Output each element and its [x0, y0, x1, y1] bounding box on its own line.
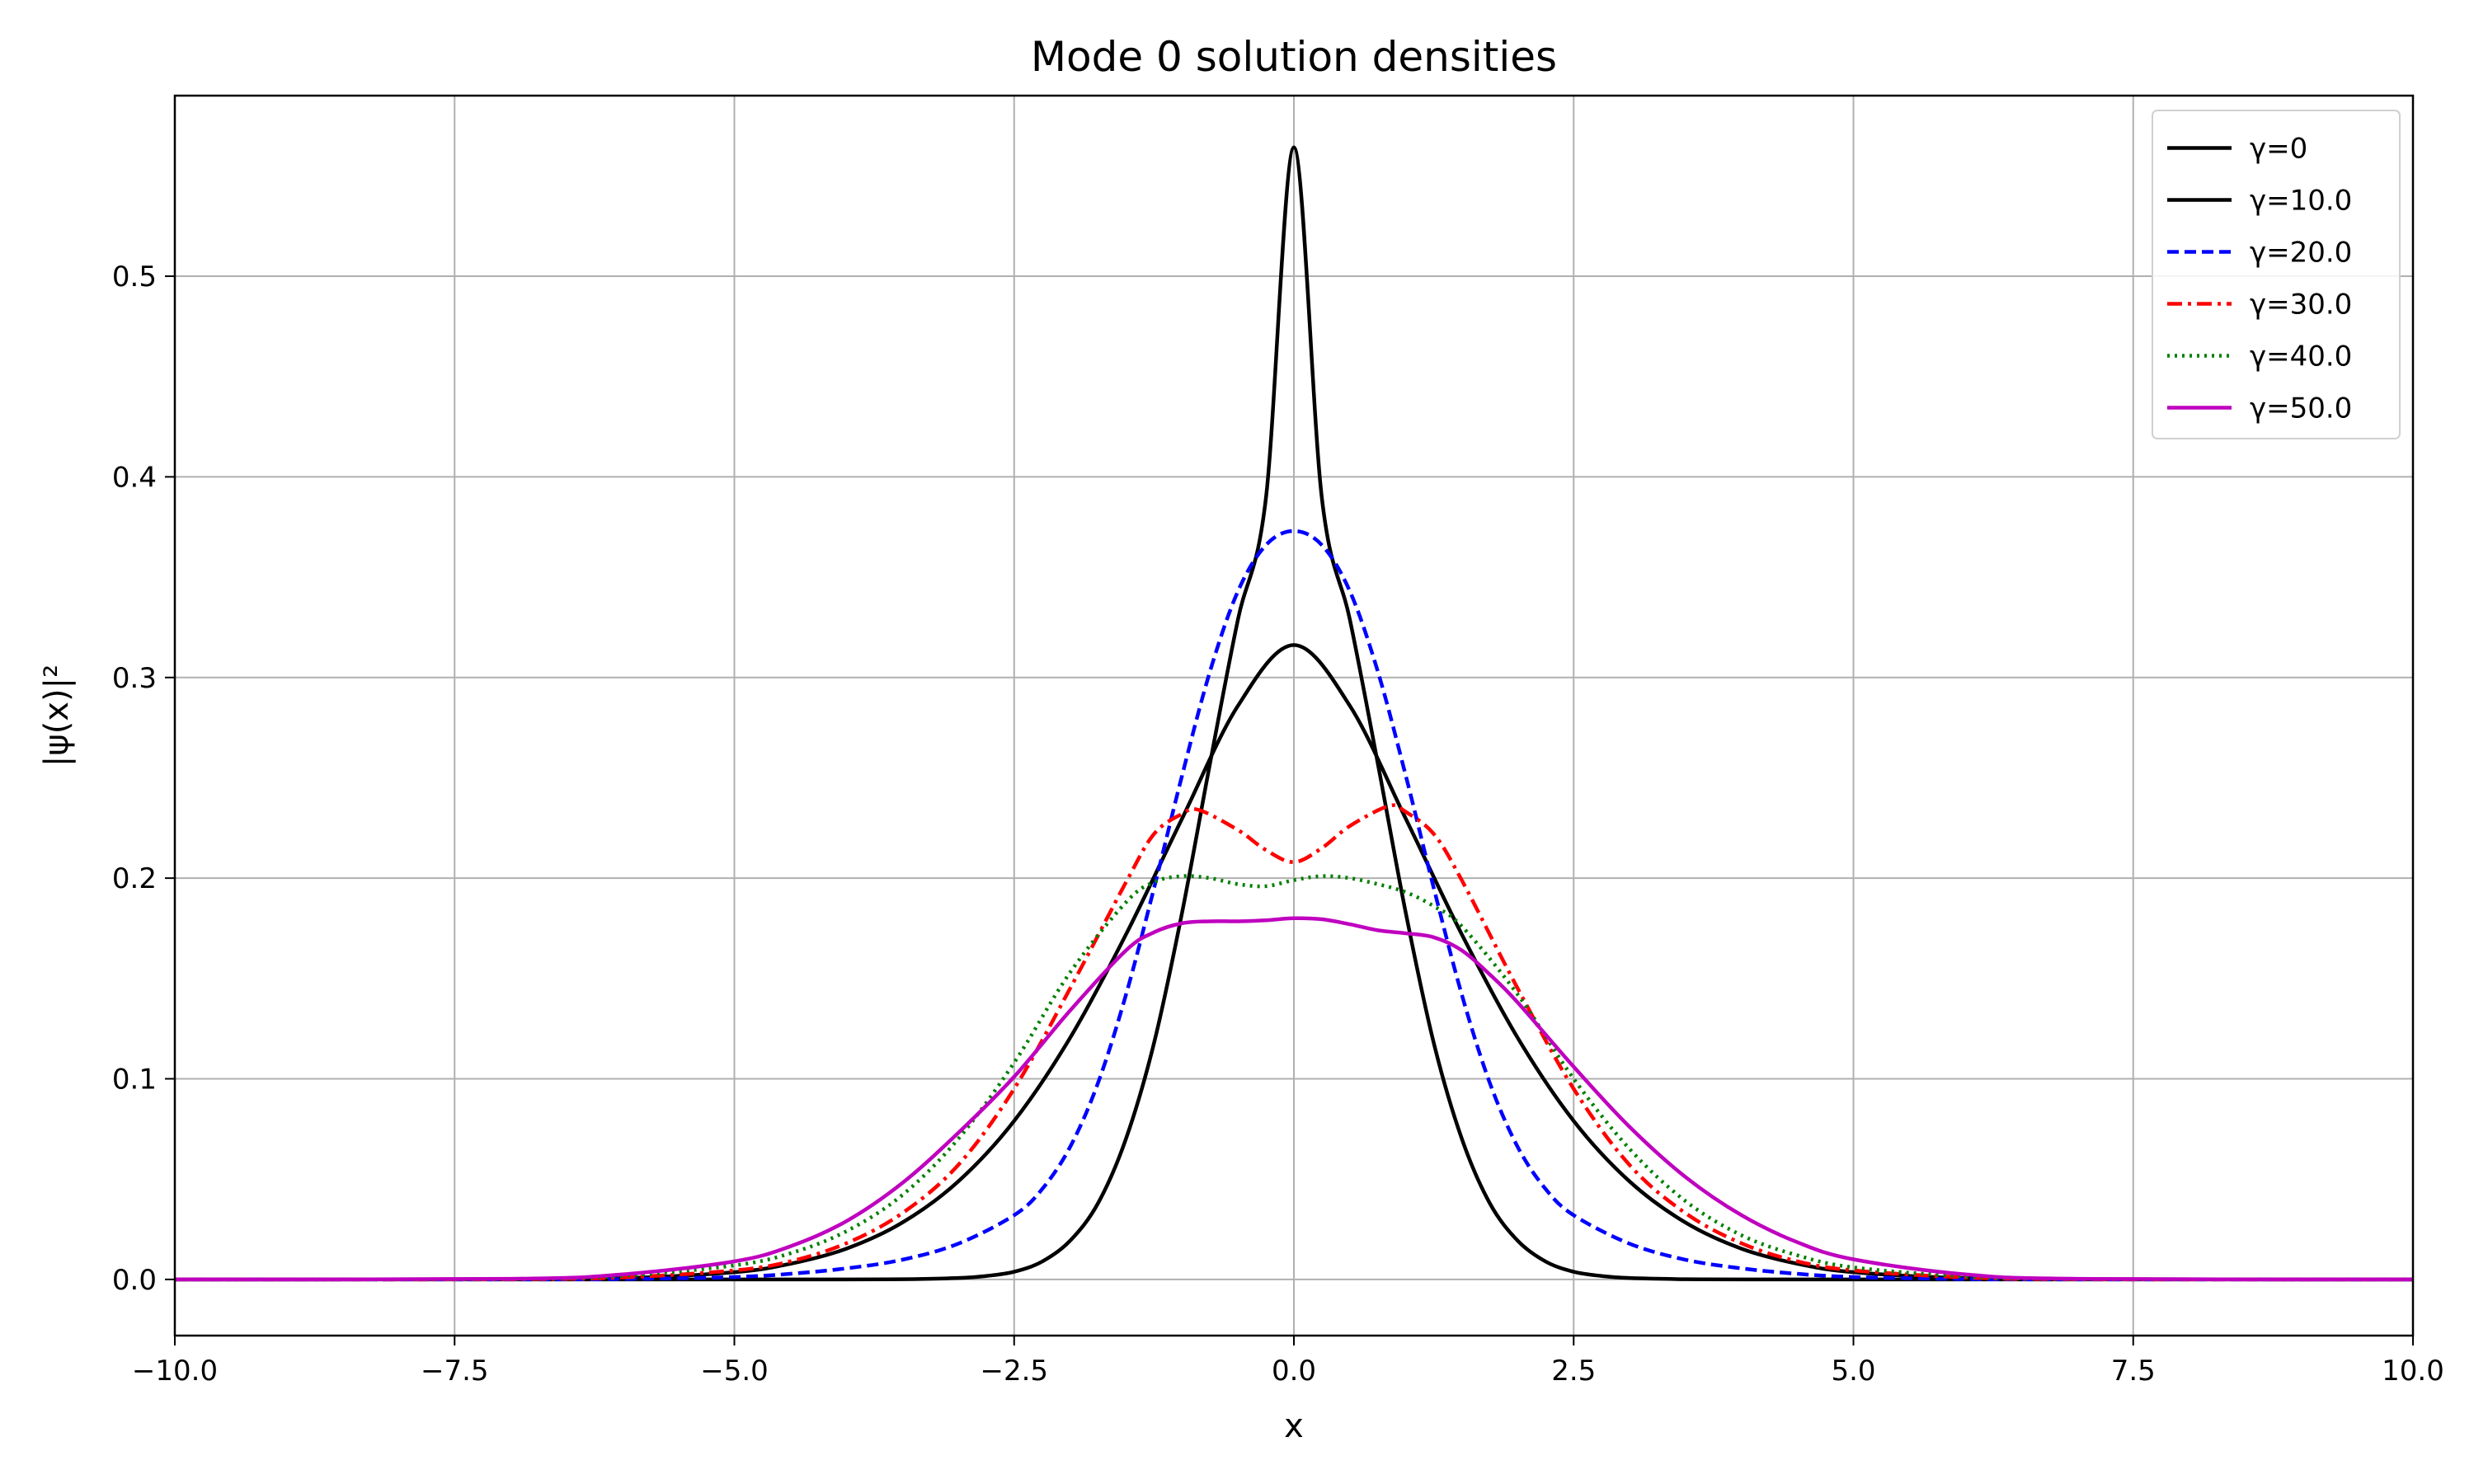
- legend-label: γ=30.0: [2250, 289, 2352, 322]
- y-tick-label: 0.0: [112, 1264, 157, 1297]
- y-tick-label: 0.5: [112, 261, 157, 294]
- legend-label: γ=50.0: [2250, 392, 2352, 425]
- y-axis: 0.0 0.1 0.2 0.3 0.4 0.5: [112, 261, 175, 1297]
- series-layer: [175, 145, 2413, 1282]
- series-line-2: [175, 528, 2413, 1282]
- legend-label: γ=20.0: [2250, 237, 2352, 270]
- x-tick-label: 5.0: [1831, 1355, 1875, 1388]
- series-line-1: [175, 643, 2413, 1282]
- y-tick-label: 0.4: [112, 461, 157, 494]
- series-line-4: [175, 874, 2413, 1282]
- legend-label: γ=10.0: [2250, 185, 2352, 218]
- legend: γ=0 γ=10.0 γ=20.0 γ=30.0 γ=40.0 γ=50.0: [2152, 110, 2401, 439]
- series-line-3: [175, 803, 2413, 1282]
- x-tick-label: −10.0: [132, 1355, 218, 1388]
- chart-title: Mode 0 solution densities: [1031, 33, 1557, 81]
- x-tick-label: −7.5: [421, 1355, 489, 1388]
- x-tick-label: −5.0: [700, 1355, 769, 1388]
- series-line-5: [175, 916, 2413, 1282]
- y-tick-label: 0.1: [112, 1063, 157, 1096]
- x-tick-label: 0.0: [1272, 1355, 1316, 1388]
- x-tick-label: 2.5: [1551, 1355, 1596, 1388]
- x-axis-label: x: [1284, 1407, 1304, 1445]
- x-axis: −10.0 −7.5 −5.0 −2.5 0.0 2.5 5.0 7.5 10.0: [132, 1336, 2444, 1388]
- y-tick-label: 0.2: [112, 862, 157, 895]
- y-tick-label: 0.3: [112, 662, 157, 695]
- x-tick-label: 7.5: [2111, 1355, 2156, 1388]
- legend-label: γ=40.0: [2250, 340, 2352, 373]
- series-line-0: [175, 145, 2413, 1282]
- x-tick-label: −2.5: [980, 1355, 1048, 1388]
- legend-label: γ=0: [2250, 133, 2307, 166]
- y-axis-label: |ψ(x)|²: [38, 665, 76, 767]
- x-tick-label: 10.0: [2382, 1355, 2444, 1388]
